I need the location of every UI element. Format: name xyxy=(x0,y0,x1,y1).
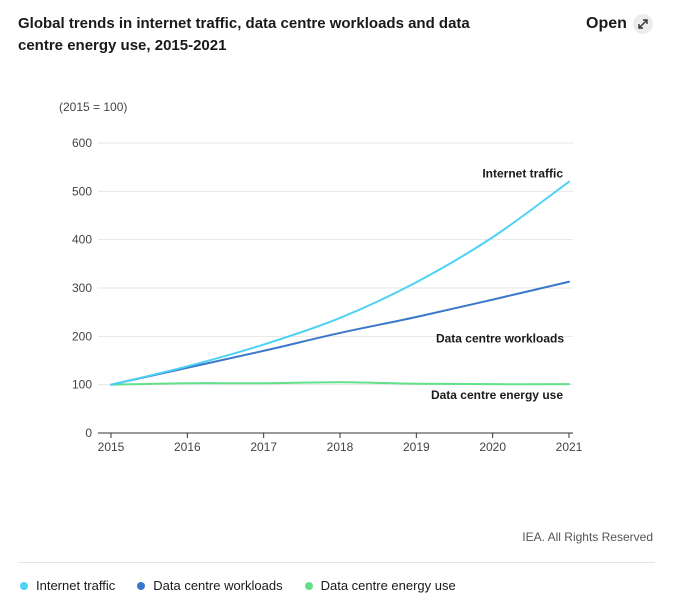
grid-lines xyxy=(98,142,573,386)
series-line-internet[interactable] xyxy=(110,180,570,386)
y-tick-label: 0 xyxy=(85,426,92,440)
y-tick-label: 600 xyxy=(72,136,92,150)
x-tick-label: 2016 xyxy=(174,440,201,454)
y-tick-label: 500 xyxy=(72,184,92,198)
expand-arrows-icon-glyph xyxy=(638,19,648,29)
x-tick-label: 2015 xyxy=(98,440,125,454)
legend-label: Data centre energy use xyxy=(320,578,456,593)
open-button[interactable]: Open xyxy=(586,14,653,34)
legend-item-data-centre-workloads[interactable]: Data centre workloads xyxy=(137,578,283,593)
open-button-label: Open xyxy=(586,15,627,32)
y-tick-label: 300 xyxy=(72,281,92,295)
y-tick-label: 100 xyxy=(72,378,92,392)
series-label-workloads: Data centre workloads xyxy=(436,332,564,346)
y-tick-label: 200 xyxy=(72,329,92,343)
legend-dot-icon xyxy=(137,581,146,590)
legend-dot-icon xyxy=(304,581,313,590)
legend-label: Data centre workloads xyxy=(153,578,283,593)
axes: (2015 = 100) 0 100 200 300 400 500 600 2015 2016 2… xyxy=(59,100,583,454)
x-tick-label: 2019 xyxy=(403,440,430,454)
x-tick-label: 2017 xyxy=(250,440,277,454)
legend: Internet traffic Data centre workloads D… xyxy=(20,578,456,593)
credit-text: IEA. All Rights Reserved xyxy=(522,530,653,544)
legend-label: Internet traffic xyxy=(36,578,116,593)
series-labels: Internet traffic Data centre workloads Dat… xyxy=(431,167,564,403)
x-tick-label: 2021 xyxy=(556,440,583,454)
series-label-energy: Data centre energy use xyxy=(431,388,563,402)
legend-item-data-centre-energy-use[interactable]: Data centre energy use xyxy=(304,578,456,593)
series-line-energy[interactable] xyxy=(110,381,570,386)
line-chart: (2015 = 100) 0 100 200 300 400 500 600 2015 2016 2… xyxy=(59,100,583,454)
y-tick-label: 400 xyxy=(72,233,92,247)
series-label-internet: Internet traffic xyxy=(482,167,563,181)
y-axis-label: (2015 = 100) xyxy=(59,100,127,114)
legend-dot-icon xyxy=(20,581,28,590)
x-tick-label: 2020 xyxy=(479,440,506,454)
series-line-workloads[interactable] xyxy=(110,280,570,386)
series-lines xyxy=(110,180,570,386)
expand-arrows-icon[interactable] xyxy=(632,14,653,34)
x-tick-label: 2018 xyxy=(327,440,354,454)
divider xyxy=(18,562,655,563)
legend-item-internet-traffic[interactable]: Internet traffic xyxy=(20,578,115,593)
chart-title: Global trends in internet traffic, data … xyxy=(18,15,470,54)
